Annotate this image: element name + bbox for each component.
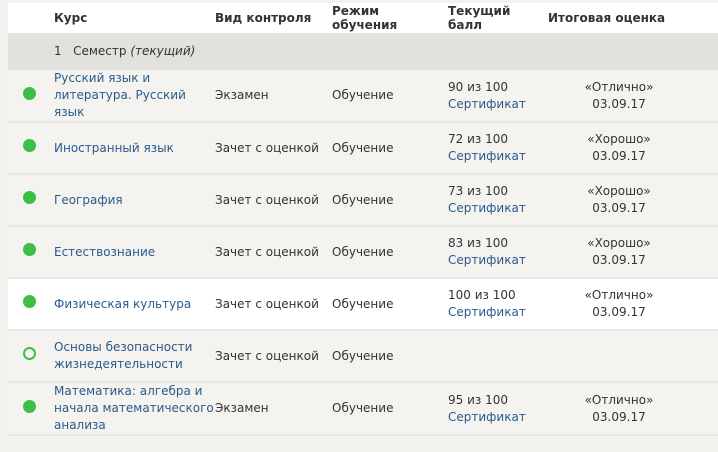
control-type: Зачет с оценкой [215,122,332,175]
completed-status-icon [23,139,36,152]
control-type: Экзамен [215,70,332,123]
certificate-link[interactable]: Сертификат [448,253,526,267]
course-link[interactable]: Основы безопасности жизнедеятельности [54,340,193,371]
current-score: 90 из 100 [448,79,508,94]
study-mode: Обучение [332,330,448,383]
study-mode: Обучение [332,382,448,436]
control-type: Зачет с оценкой [215,174,332,227]
grade-date: 03.09.17 [592,409,646,424]
course-link[interactable]: Иностранный язык [54,140,174,155]
semester-note: (текущий) [130,44,196,58]
course-column-header: Курс [54,3,215,33]
table-row: Физическая культура Зачет с оценкой Обучен… [8,278,718,331]
semester-row: 1 Семестр (текущий) [8,33,718,70]
score-column-header: Текущий балл [448,3,548,33]
control-type: Экзамен [215,382,332,436]
table-row: Основы безопасности жизнедеятельности Зач… [8,330,718,383]
current-score: 100 из 100 [448,288,516,302]
control-column-header: Вид контроля [215,3,332,33]
completed-status-icon [23,86,36,100]
course-link[interactable]: Математика: алгебра и начала математичес… [54,384,214,432]
final-grade: «Отлично» [584,392,654,407]
completed-status-icon [23,295,36,308]
grade-date: 03.09.17 [592,305,646,319]
certificate-link[interactable]: Сертификат [448,305,526,319]
study-mode: Обучение [332,226,448,279]
course-link[interactable]: Естествознание [54,244,156,259]
current-score: 83 из 100 [448,236,508,250]
table-row: География Зачет с оценкой Обучение 73 из 10… [8,174,718,227]
semester-label: Семестр [73,44,127,58]
current-score: 73 из 100 [448,184,508,198]
current-score: 95 из 100 [448,392,508,407]
course-link[interactable]: Русский язык и литература. Русский язык [54,71,186,119]
final-grade: «Отлично» [584,288,654,302]
final-column-header: Итоговая оценка [548,3,718,33]
completed-status-icon [23,399,36,413]
courses-table: Курс Вид контроля Режим обучения Текущий… [8,3,718,436]
current-score: 72 из 100 [448,132,508,146]
study-mode: Обучение [332,278,448,331]
grade-date: 03.09.17 [592,96,646,111]
table-row: Русский язык и литература. Русский язык Э… [8,70,718,123]
course-link[interactable]: Физическая культура [54,296,192,311]
semester-number: 1 [54,44,62,58]
status-column-header [8,3,54,33]
completed-status-icon [23,191,36,204]
grade-date: 03.09.17 [592,201,646,215]
control-type: Зачет с оценкой [215,330,332,383]
certificate-link[interactable]: Сертификат [448,149,526,163]
course-link[interactable]: География [54,192,123,207]
final-grade: «Отлично» [584,79,654,94]
table-row: Иностранный язык Зачет с оценкой Обучение 7… [8,122,718,175]
study-mode: Обучение [332,174,448,227]
mode-column-header: Режим обучения [332,3,448,33]
study-mode: Обучение [332,122,448,175]
certificate-link[interactable]: Сертификат [448,96,526,111]
grade-date: 03.09.17 [592,253,646,267]
table-row: Математика: алгебра и начала математичес… [8,382,718,436]
completed-status-icon [23,243,36,256]
table-header: Курс Вид контроля Режим обучения Текущий… [8,3,718,33]
final-grade: «Хорошо» [587,132,651,146]
certificate-link[interactable]: Сертификат [448,201,526,215]
certificate-link[interactable]: Сертификат [448,409,526,424]
final-grade: «Хорошо» [587,184,651,198]
control-type: Зачет с оценкой [215,226,332,279]
final-grade: «Хорошо» [587,236,651,250]
grade-date: 03.09.17 [592,149,646,163]
courses-table-wrapper: Курс Вид контроля Режим обучения Текущий… [8,3,718,436]
study-mode: Обучение [332,70,448,123]
incomplete-status-icon [23,347,36,360]
control-type: Зачет с оценкой [215,278,332,331]
table-row: Естествознание Зачет с оценкой Обучение 83 … [8,226,718,279]
